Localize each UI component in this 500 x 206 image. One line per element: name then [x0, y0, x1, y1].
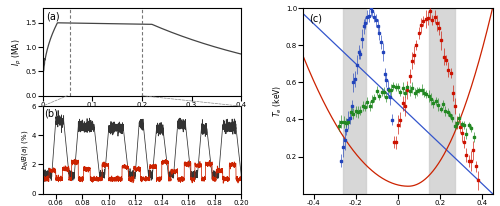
Text: (a): (a): [46, 12, 60, 22]
Bar: [343, 8, 366, 194]
Y-axis label: $I_p$ (MA): $I_p$ (MA): [10, 38, 24, 66]
Text: (b): (b): [44, 109, 59, 119]
Bar: [430, 8, 454, 194]
Y-axis label: $b_\theta/B(a)$ (%): $b_\theta/B(a)$ (%): [20, 130, 30, 170]
Y-axis label: $T_e$ (keV): $T_e$ (keV): [272, 85, 284, 117]
Text: (c): (c): [309, 14, 322, 24]
